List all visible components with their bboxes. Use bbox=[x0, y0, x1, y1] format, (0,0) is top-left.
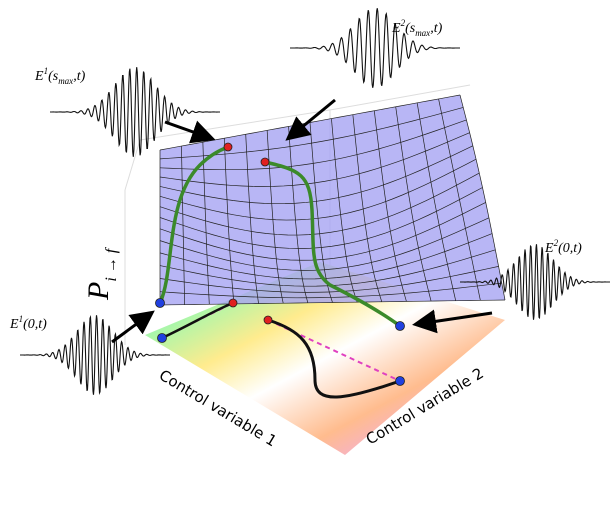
mesh-line bbox=[459, 94, 506, 301]
mesh-line bbox=[159, 249, 496, 287]
mesh-line bbox=[159, 187, 483, 249]
pulse-label: E1(smax,t) bbox=[34, 66, 86, 86]
arrows bbox=[111, 98, 493, 344]
pulse-wave bbox=[19, 315, 171, 395]
pulse-wave bbox=[459, 244, 611, 320]
mesh-line bbox=[159, 282, 502, 299]
surface bbox=[159, 94, 506, 306]
mesh-line bbox=[395, 106, 432, 302]
mesh-line bbox=[159, 202, 486, 261]
surface-paths bbox=[158, 145, 402, 328]
mesh-line bbox=[373, 110, 407, 302]
surface-fill bbox=[160, 95, 505, 305]
mesh-line bbox=[159, 233, 493, 280]
floor-paths bbox=[161, 301, 401, 399]
pulse-wave bbox=[49, 67, 221, 157]
mesh-line bbox=[416, 102, 457, 301]
mesh-line bbox=[159, 217, 490, 271]
z-axis-label: Pi → f bbox=[82, 246, 120, 301]
points bbox=[155, 142, 405, 386]
pulse-label: E1(0,t) bbox=[9, 314, 47, 332]
pulses bbox=[19, 8, 611, 395]
mesh-line bbox=[352, 114, 383, 302]
mesh-line bbox=[159, 266, 499, 293]
mesh-line bbox=[159, 299, 506, 306]
mesh-line bbox=[438, 98, 481, 301]
mesh-line bbox=[331, 118, 358, 303]
pulse-label: E2(0,t) bbox=[544, 238, 582, 256]
pulse-wave bbox=[289, 8, 461, 88]
pulse-label: E2(smax,t) bbox=[391, 18, 443, 38]
